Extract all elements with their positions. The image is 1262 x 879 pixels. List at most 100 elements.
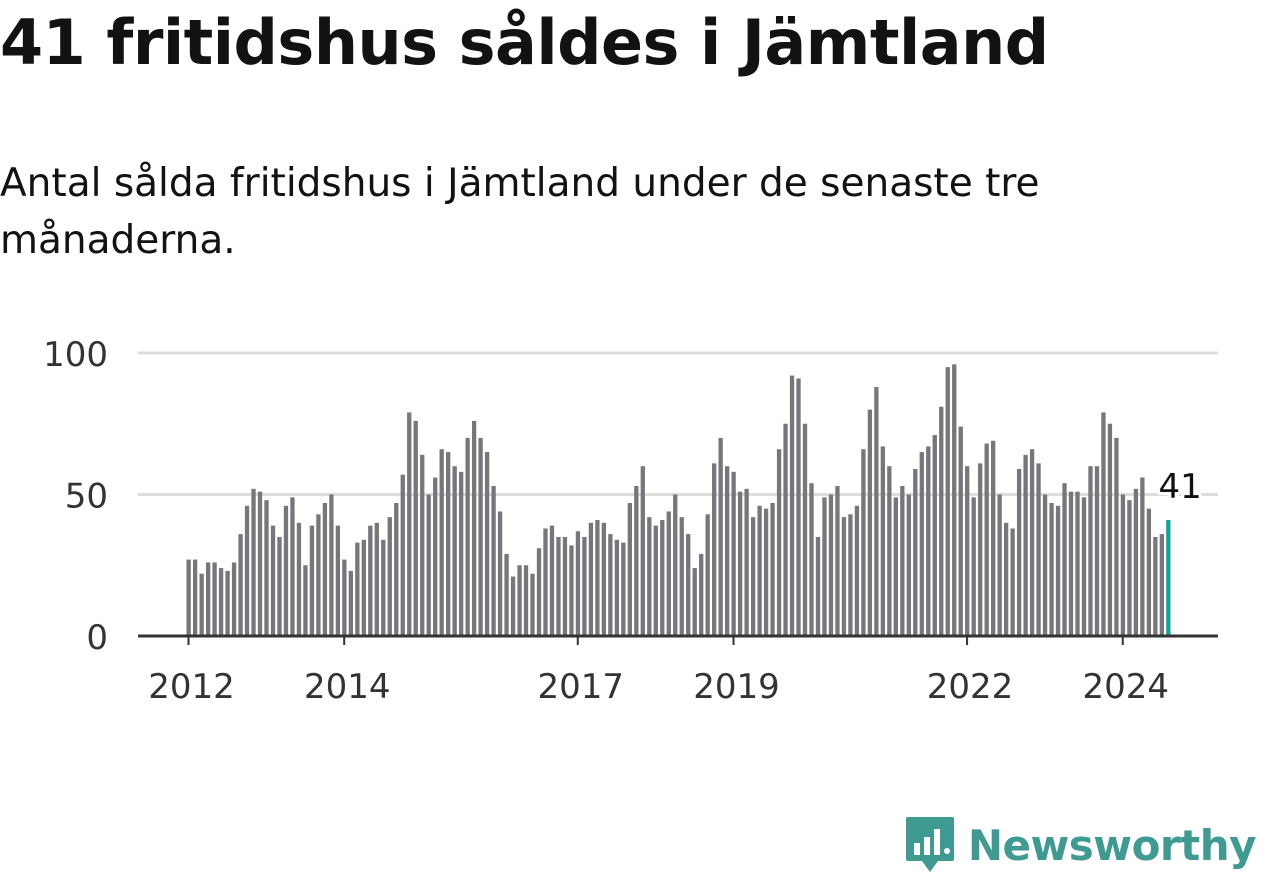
- bar: [309, 525, 315, 636]
- bar: [433, 477, 438, 636]
- bar: [439, 449, 444, 636]
- bar: [186, 559, 191, 636]
- bar: [1107, 423, 1113, 636]
- bar: [595, 519, 600, 636]
- bar: [770, 502, 775, 636]
- bar: [218, 568, 224, 636]
- bar: [627, 502, 632, 636]
- bar: [1159, 534, 1164, 636]
- bar: [1003, 522, 1009, 636]
- bar: [1023, 454, 1028, 636]
- bar: [679, 517, 684, 636]
- bar: [1101, 412, 1106, 636]
- bar: [776, 449, 782, 636]
- newsworthy-logo-icon: [905, 817, 954, 872]
- bar: [802, 423, 808, 636]
- bar: [497, 511, 503, 636]
- bar: [763, 508, 769, 636]
- bars: [186, 364, 1171, 636]
- bar: [504, 553, 509, 636]
- bar: [212, 562, 217, 636]
- bar: [407, 412, 412, 636]
- bar: [277, 536, 282, 636]
- bar: [601, 522, 607, 636]
- bar: [471, 420, 477, 636]
- newsworthy-logo: Newsworthy: [904, 815, 1257, 875]
- annotation-label: 41: [1158, 467, 1201, 507]
- bar: [400, 474, 405, 636]
- last-value-annotation: 41: [1155, 464, 1204, 510]
- bar: [523, 565, 529, 636]
- bar: [893, 497, 898, 636]
- bar: [692, 568, 697, 636]
- bar: [939, 406, 944, 636]
- bar: [588, 522, 594, 636]
- bar: [1146, 508, 1152, 636]
- bar: [699, 553, 704, 636]
- bar: [484, 452, 490, 636]
- x-tick-label: 2024: [1083, 667, 1170, 707]
- bar: [673, 494, 678, 636]
- bar: [958, 426, 963, 636]
- bar: [880, 446, 886, 636]
- bar: [991, 440, 996, 636]
- bar: [1068, 491, 1074, 636]
- bar: [725, 466, 730, 636]
- bar: [731, 471, 736, 636]
- bar: [705, 514, 710, 636]
- bar: [919, 452, 924, 636]
- bar: [543, 528, 548, 636]
- bar: [712, 463, 717, 636]
- y-tick-label: 50: [65, 477, 108, 517]
- bar: [867, 409, 873, 636]
- bar: [1153, 536, 1158, 636]
- bar: [647, 517, 652, 636]
- bar: [796, 378, 801, 636]
- bar: [887, 466, 892, 636]
- bar: [789, 375, 795, 636]
- bar: [1075, 491, 1080, 636]
- chart-title: 41 fritidshus såldes i Jämtland: [0, 6, 1049, 79]
- bar: [621, 542, 626, 636]
- bar: [549, 525, 555, 636]
- bar: [1114, 437, 1119, 636]
- bar: [192, 559, 198, 636]
- bar: [666, 511, 671, 636]
- bar: [374, 522, 379, 636]
- bar: [945, 367, 950, 636]
- bar: [1140, 477, 1145, 636]
- bar: [1133, 488, 1139, 636]
- bar: [809, 483, 814, 636]
- bar: [510, 576, 516, 636]
- bar: [952, 364, 957, 636]
- bar: [757, 505, 762, 636]
- bar: [835, 486, 840, 636]
- bar: [582, 536, 587, 636]
- bar: [446, 452, 451, 636]
- bar: [1062, 483, 1067, 636]
- bar: [984, 443, 989, 636]
- bar: [1049, 502, 1054, 636]
- bar: [854, 505, 860, 636]
- bar: [997, 494, 1002, 636]
- bar: [329, 494, 334, 636]
- bar: [971, 497, 976, 636]
- x-tick-label: 2017: [538, 667, 625, 707]
- bar: [264, 500, 269, 636]
- bar: [848, 514, 853, 636]
- bar: [783, 423, 788, 636]
- bar: [744, 488, 749, 636]
- bar: [1010, 528, 1015, 636]
- x-axis: 2012 2014 2017 2019 2022 2024: [138, 634, 1218, 707]
- bar: [290, 497, 295, 636]
- bar: [458, 471, 464, 636]
- bar: [342, 559, 347, 636]
- bar: [368, 525, 373, 636]
- bar: [926, 446, 931, 636]
- y-tick-label: 0: [86, 618, 108, 658]
- bar: [822, 497, 827, 636]
- bar: [257, 491, 263, 636]
- bar: [841, 517, 847, 636]
- bar: [608, 534, 613, 636]
- bar: [660, 519, 665, 636]
